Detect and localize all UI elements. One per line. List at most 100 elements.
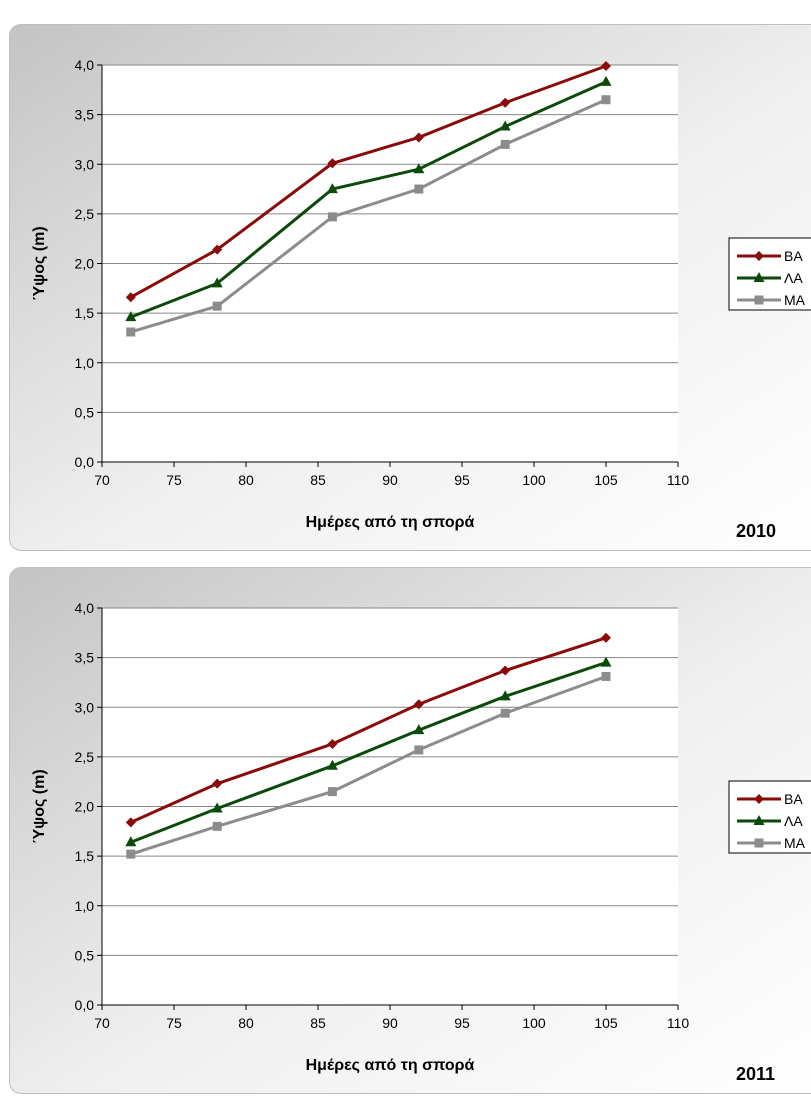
data-point xyxy=(601,632,611,643)
y-tick-label: 1,5 xyxy=(75,305,95,321)
x-tick-label: 75 xyxy=(166,1015,182,1031)
legend-box xyxy=(728,780,811,854)
data-point xyxy=(125,311,137,322)
data-point xyxy=(125,292,136,303)
series-line xyxy=(130,98,607,334)
x-tick-label: 90 xyxy=(382,1015,398,1031)
legend-box xyxy=(728,237,811,311)
y-tick-label: 3,5 xyxy=(75,650,95,666)
y-tick-label: 2,0 xyxy=(75,799,95,815)
legend-marker xyxy=(754,251,764,261)
chart-panel-2010: 0,0 0,5 1,0 1,5 2,0 2,5 3,0 3,5 4,0 70 75 80 85 90 95 1… xyxy=(9,24,811,551)
legend-label: ΒΑ xyxy=(784,791,803,807)
data-point xyxy=(126,327,136,337)
x-tick-label: 100 xyxy=(522,1015,546,1031)
x-tick-label: 110 xyxy=(667,1015,690,1031)
y-axis-title: Ύψος (m) xyxy=(31,226,48,300)
data-point xyxy=(125,817,136,828)
data-point xyxy=(500,97,511,108)
x-tick-label: 75 xyxy=(166,472,182,488)
legend-label: ΛΑ xyxy=(784,270,803,286)
data-point xyxy=(601,60,611,71)
x-tick-label: 85 xyxy=(310,1015,326,1031)
data-point xyxy=(413,699,424,710)
x-axis-title: Ημέρες από τη σπορά xyxy=(306,1057,475,1074)
y-tick-label: 4,0 xyxy=(75,57,95,73)
series-triangle xyxy=(125,75,612,322)
y-tick-label: 0,5 xyxy=(75,947,95,963)
y-tick-label: 2,0 xyxy=(75,256,95,272)
series-line xyxy=(130,675,607,856)
x-tick-label: 105 xyxy=(594,1015,618,1031)
data-point xyxy=(600,75,612,86)
data-point xyxy=(212,821,222,831)
x-tick-label: 85 xyxy=(310,472,326,488)
data-point xyxy=(413,163,425,174)
x-tick-label: 105 xyxy=(594,472,618,488)
data-point xyxy=(126,849,136,859)
series-square xyxy=(126,95,611,337)
series-triangle xyxy=(125,656,612,847)
legend: ΒΑ ΛΑ ΜΑ xyxy=(728,237,811,311)
series-diamond xyxy=(125,60,611,303)
x-tick-label: 80 xyxy=(238,472,254,488)
data-point xyxy=(413,132,424,143)
x-axis-title: Ημέρες από τη σπορά xyxy=(306,514,475,531)
legend-marker xyxy=(754,838,764,848)
x-tick-label: 95 xyxy=(454,1015,470,1031)
data-point xyxy=(327,787,337,797)
y-tick-label: 2,5 xyxy=(75,749,95,765)
y-tick-label: 3,0 xyxy=(75,156,95,172)
x-tick-label: 80 xyxy=(238,1015,254,1031)
data-point xyxy=(212,244,223,255)
data-point xyxy=(212,301,222,311)
x-tick-label: 70 xyxy=(94,472,110,488)
y-tick-label: 3,5 xyxy=(75,107,95,123)
data-point xyxy=(601,95,611,105)
data-point xyxy=(414,745,424,755)
y-tick-label: 0,0 xyxy=(75,454,95,470)
y-tick-label: 1,0 xyxy=(75,355,95,371)
legend-label: ΛΑ xyxy=(784,813,803,829)
data-point xyxy=(601,671,611,681)
series-line xyxy=(130,64,607,299)
legend-marker xyxy=(754,794,764,804)
legend-label: ΒΑ xyxy=(784,248,803,264)
data-point xyxy=(327,212,337,222)
y-tick-label: 0,0 xyxy=(75,997,95,1013)
data-point xyxy=(499,120,511,131)
data-point xyxy=(500,665,511,676)
legend-label: ΜΑ xyxy=(784,292,806,308)
y-tick-label: 1,0 xyxy=(75,898,95,914)
data-point xyxy=(500,139,510,149)
data-point xyxy=(413,724,425,735)
legend: ΒΑ ΛΑ ΜΑ xyxy=(728,780,811,854)
data-point xyxy=(600,656,612,667)
y-tick-label: 1,5 xyxy=(75,848,95,864)
x-tick-label: 100 xyxy=(522,472,546,488)
y-tick-label: 3,0 xyxy=(75,699,95,715)
x-tick-label: 70 xyxy=(94,1015,110,1031)
data-point xyxy=(125,836,137,847)
series-diamond xyxy=(125,632,611,828)
series-line xyxy=(130,80,607,319)
chart-svg: 0,0 0,5 1,0 1,5 2,0 2,5 3,0 3,5 4,0 70 75 80 85 90 95 1… xyxy=(31,57,811,541)
data-point xyxy=(211,802,223,813)
y-tick-label: 0,5 xyxy=(75,404,95,420)
data-point xyxy=(327,738,338,749)
data-point xyxy=(211,277,223,288)
data-point xyxy=(499,690,511,701)
chart-panel-2011: 0,0 0,5 1,0 1,5 2,0 2,5 3,0 3,5 4,0 70 75 80 85 90 95 1… xyxy=(9,567,811,1094)
x-tick-label: 90 xyxy=(382,472,398,488)
year-label: 2010 xyxy=(736,521,776,541)
y-tick-label: 4,0 xyxy=(75,600,95,616)
data-point xyxy=(326,183,338,194)
y-axis-title: Ύψος (m) xyxy=(31,769,48,843)
year-label: 2011 xyxy=(736,1064,775,1084)
series-line xyxy=(130,661,607,844)
x-tick-label: 110 xyxy=(667,472,690,488)
legend-marker xyxy=(753,815,765,825)
data-point xyxy=(326,759,338,770)
series-line xyxy=(130,636,607,824)
data-point xyxy=(327,158,338,169)
